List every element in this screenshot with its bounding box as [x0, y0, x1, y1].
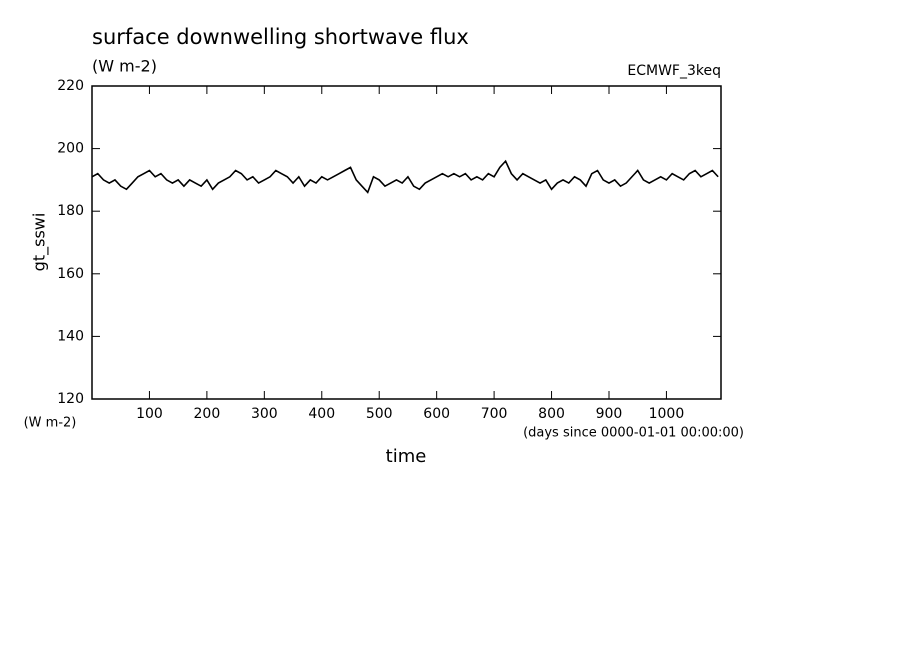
- x-tick-label: 1000: [649, 406, 685, 422]
- y-tick-label: 160: [57, 266, 84, 282]
- source-label: ECMWF_3keq: [627, 63, 721, 79]
- chart-subtitle: (W m-2): [92, 57, 157, 76]
- data-line: [91, 159, 719, 194]
- x-axis-label: time: [386, 446, 427, 467]
- x-tick-label: 100: [136, 406, 163, 422]
- x-tick-label: 400: [308, 406, 335, 422]
- x-tick-label: 300: [251, 406, 278, 422]
- y-tick-label: 200: [57, 141, 84, 157]
- x-tick-label: 600: [423, 406, 450, 422]
- x-tick-label: 500: [366, 406, 393, 422]
- x-units-label: (days since 0000-01-01 00:00:00): [523, 426, 744, 441]
- x-tick-label: 900: [596, 406, 623, 422]
- y-tick-label: 220: [57, 78, 84, 94]
- chart-title: surface downwelling shortwave flux: [92, 25, 469, 49]
- y-axis-label: gt_sswi: [30, 213, 50, 272]
- x-tick-label: 800: [538, 406, 565, 422]
- y-units-label: (W m-2): [24, 416, 77, 431]
- y-tick-label: 140: [57, 328, 84, 344]
- x-tick-label: 700: [481, 406, 508, 422]
- y-tick-label: 180: [57, 203, 84, 219]
- y-tick-label: 120: [57, 391, 84, 407]
- plot-frame: [91, 85, 722, 400]
- x-tick-label: 200: [194, 406, 221, 422]
